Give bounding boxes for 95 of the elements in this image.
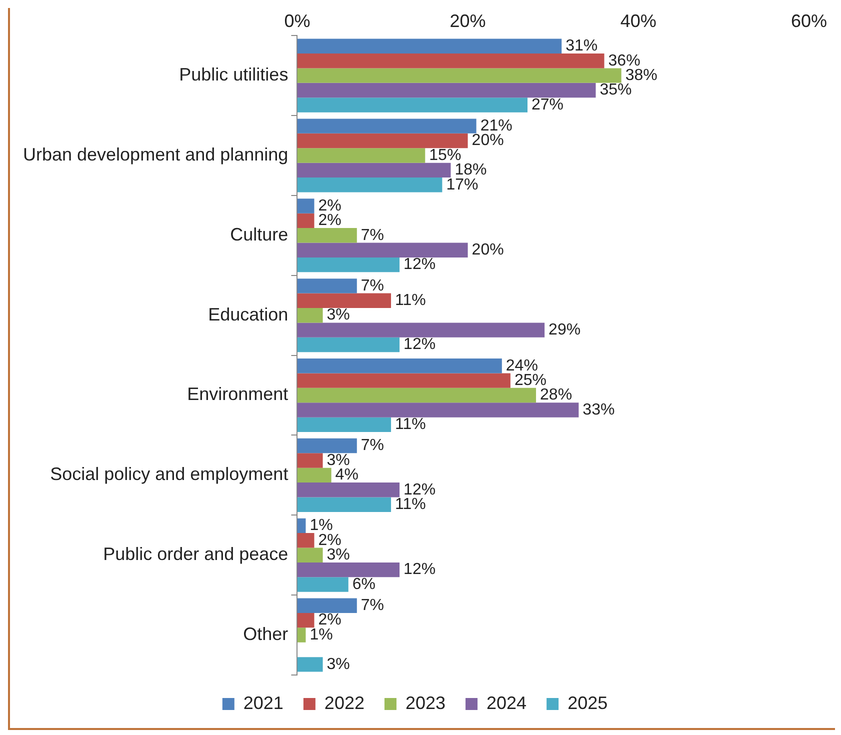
bar [297,162,451,178]
bar [297,133,468,148]
bar [297,388,536,403]
data-label: 12% [404,561,436,578]
bar [297,98,528,112]
legend-label: 2021 [243,692,284,713]
bar [297,293,392,308]
data-label: 31% [566,38,598,55]
bar [297,54,604,68]
bar [297,657,323,672]
bar [297,497,392,512]
bar [297,322,545,338]
data-label: 7% [360,437,384,454]
bar [297,178,442,192]
bar [297,562,400,578]
bar [297,257,400,272]
bar [297,68,622,83]
data-label: 2% [318,212,342,230]
y-tick-label: Public utilities [179,64,288,85]
bar [297,38,562,54]
data-label: 2% [318,197,342,214]
bar [297,213,314,228]
bar [297,198,314,214]
data-label: 3% [326,452,350,469]
bar [297,577,348,592]
legend-label: 2025 [568,692,608,713]
y-tick-label: Culture [230,224,288,244]
data-label: 25% [514,372,546,389]
bar [297,598,357,613]
y-tick-label: Education [208,304,288,324]
bar [297,438,357,454]
legend-label: 2024 [486,692,527,713]
data-label: 15% [429,146,462,164]
bar [297,628,306,642]
data-label: 28% [540,386,572,404]
bar [297,533,314,548]
data-label: 4% [335,466,358,484]
bar [297,417,392,432]
data-label: 11% [395,292,426,310]
x-tick-label: 20% [450,10,486,31]
data-label: 1% [310,517,333,534]
bar [297,453,323,468]
y-tick-label: Public order and peace [103,544,288,564]
x-tick-label: 40% [620,10,656,31]
legend-label: 2022 [324,692,364,713]
data-label: 21% [480,117,512,134]
data-label: 12% [404,256,436,274]
bar [297,242,468,258]
data-label: 7% [360,277,384,294]
x-tick-label: 0% [284,10,310,31]
data-label: 20% [472,242,504,259]
data-label: 3% [326,546,350,564]
data-label: 3% [326,656,350,673]
bar [297,228,357,243]
data-label: 12% [404,336,436,354]
data-label: 38% [625,66,658,84]
y-tick-label: Environment [187,384,288,404]
bar [297,148,426,163]
data-label: 7% [360,226,384,244]
y-tick-label: Social policy and employment [50,464,288,484]
data-label: 1% [310,626,333,644]
data-label: 11% [395,416,426,434]
data-label: 2% [318,532,342,549]
bar [297,337,400,352]
bar [297,82,596,98]
bar [297,278,357,294]
data-label: 11% [395,496,426,514]
data-label: 27% [532,96,564,114]
legend-label: 2023 [405,692,446,713]
bar [297,468,332,483]
data-label: 17% [446,176,478,194]
data-label: 2% [318,612,342,629]
bar [297,358,502,374]
bar [297,548,323,562]
data-label: 29% [548,321,581,338]
data-label: 20% [472,132,504,150]
data-label: 36% [608,52,640,70]
bar [297,373,510,388]
bar [297,118,476,134]
data-label: 12% [404,481,436,498]
data-label: 7% [360,597,384,614]
data-label: 33% [582,401,615,418]
data-label: 6% [352,576,376,593]
y-tick-label: Urban development and planning [22,144,288,164]
bar [297,482,400,498]
data-label: 24% [506,357,538,374]
data-label: 35% [600,82,632,99]
y-tick-label: Other [243,624,288,644]
bar [297,308,323,323]
data-label: 18% [454,162,487,179]
data-label: 3% [326,306,350,324]
bar [297,402,579,418]
x-tick-label: 60% [790,10,827,31]
bar [297,518,306,534]
bar [297,612,314,628]
